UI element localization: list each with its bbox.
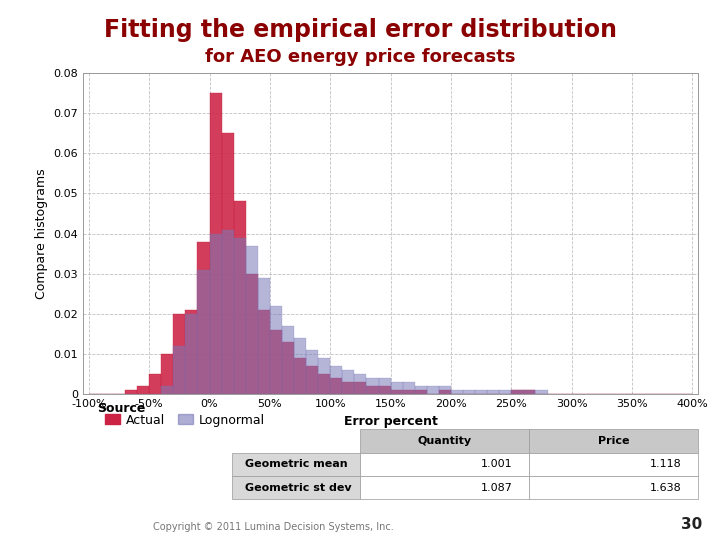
Bar [391,390,402,394]
Bar [222,230,234,394]
Bar [354,374,366,394]
Bar [270,330,282,394]
Bar [186,314,197,394]
Bar [161,386,174,394]
Bar [342,370,354,394]
Bar [523,390,536,394]
Bar [234,238,246,394]
Bar [246,246,258,394]
Text: Source: Source [97,402,145,415]
Bar [197,241,210,394]
Bar [523,390,536,394]
Bar [137,386,149,394]
Bar [354,382,366,394]
Bar [149,374,161,394]
Bar [451,390,463,394]
Bar [258,310,270,394]
Bar [499,390,511,394]
Bar [258,278,270,394]
Bar [282,326,294,394]
Bar [234,201,246,394]
Bar [270,306,282,394]
Bar [318,358,330,394]
Bar [174,346,186,394]
Bar [439,390,451,394]
Bar [402,382,415,394]
Bar [161,354,174,394]
Bar [222,133,234,394]
Text: for AEO energy price forecasts: for AEO energy price forecasts [204,48,516,66]
X-axis label: Error percent: Error percent [343,415,438,428]
Bar [282,342,294,394]
Bar [246,274,258,394]
Bar [366,386,379,394]
Bar [402,390,415,394]
Bar [306,350,318,394]
Text: Fitting the empirical error distribution: Fitting the empirical error distribution [104,18,616,42]
Bar [318,374,330,394]
Bar [330,378,342,394]
Bar [439,386,451,394]
Bar [294,358,306,394]
Bar [463,390,475,394]
Bar [330,366,342,394]
Bar [306,366,318,394]
Bar [487,390,499,394]
Bar [536,390,547,394]
Bar [511,390,523,394]
Text: Copyright © 2011 Lumina Decision Systems, Inc.: Copyright © 2011 Lumina Decision Systems… [153,522,394,532]
Bar [174,314,186,394]
Bar [415,386,427,394]
Legend: Actual, Lognormal: Actual, Lognormal [100,409,270,431]
Bar [475,390,487,394]
Bar [186,310,197,394]
Bar [210,93,222,394]
Bar [210,233,222,394]
Bar [379,378,391,394]
Y-axis label: Compare histograms: Compare histograms [35,168,48,299]
Bar [427,386,439,394]
Bar [366,378,379,394]
Bar [342,382,354,394]
Bar [197,269,210,394]
Bar [125,390,137,394]
Bar [294,338,306,394]
Text: 30: 30 [680,517,702,532]
Bar [511,390,523,394]
Bar [379,386,391,394]
Bar [415,390,427,394]
Bar [391,382,402,394]
